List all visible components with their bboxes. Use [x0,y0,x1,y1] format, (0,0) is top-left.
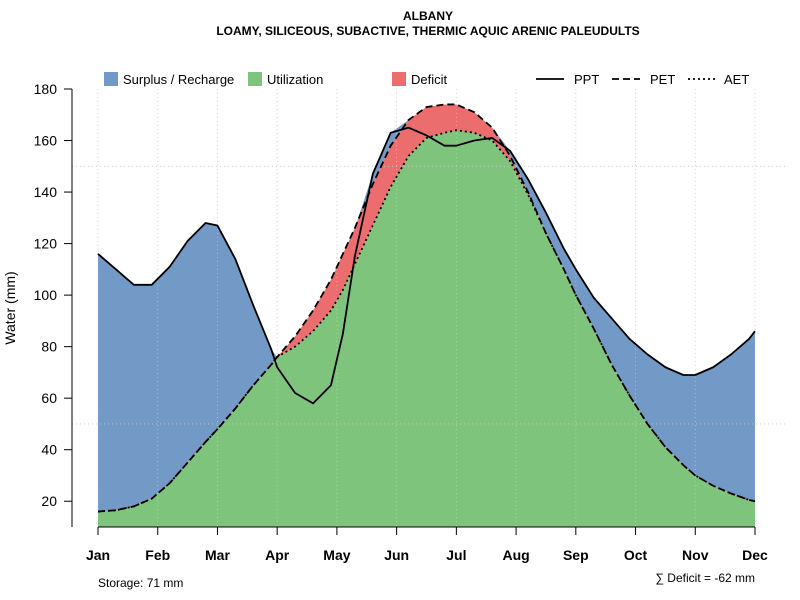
x-tick-label: Aug [502,547,529,563]
x-tick-label: Jul [446,547,466,563]
y-tick-label: 140 [34,184,58,200]
chart-subtitle: LOAMY, SILICEOUS, SUBACTIVE, THERMIC AQU… [216,24,639,38]
legend-label-surplus: Surplus / Recharge [123,72,234,87]
ppt-line [97,126,756,405]
deficit-note: ∑ Deficit = -62 mm [655,571,755,585]
x-tick-label: May [323,547,350,563]
legend-swatch-surplus [104,72,118,86]
x-tick-label: Jan [86,547,110,563]
x-tick-label: Oct [624,547,648,563]
legend-label-utilization: Utilization [267,72,323,87]
x-tick-label: Nov [682,547,709,563]
utilization-area [98,130,755,527]
y-tick-label: 100 [34,287,58,303]
legend-label-aet: AET [724,72,749,87]
y-tick-label: 20 [41,493,57,509]
legend-label-pet: PET [650,72,675,87]
y-tick-label: 120 [34,236,58,252]
x-tick-label: Jun [384,547,409,563]
y-tick-label: 180 [34,81,58,97]
y-tick-label: 80 [41,339,57,355]
legend-swatch-utilization [248,72,262,86]
x-tick-label: Mar [205,547,230,563]
x-tick-label: Apr [265,547,290,563]
x-tick-label: Sep [563,547,589,563]
y-axis-label: Water (mm) [2,271,18,344]
series-lines [97,103,756,513]
legend: Surplus / Recharge Utilization Deficit P… [104,72,749,87]
y-tick-label: 160 [34,133,58,149]
x-tick-label: Dec [742,547,768,563]
grid-lines [72,89,785,527]
aet-line [97,129,756,513]
x-axis: Jan Feb Mar Apr May Jun Jul Aug Sep Oct Nov Dec [86,526,768,563]
x-tick-label: Feb [145,547,170,563]
chart-title: ALBANY [403,9,453,23]
storage-note: Storage: 71 mm [98,576,183,590]
legend-swatch-deficit [392,72,406,86]
y-axis: 20 40 60 80 100 120 140 160 180 [34,81,73,527]
y-tick-label: 60 [41,390,57,406]
y-tick-label: 40 [41,442,57,458]
legend-label-deficit: Deficit [411,72,448,87]
legend-label-ppt: PPT [574,72,599,87]
area-fills [98,104,755,527]
surplus-recharge-area [98,104,755,512]
